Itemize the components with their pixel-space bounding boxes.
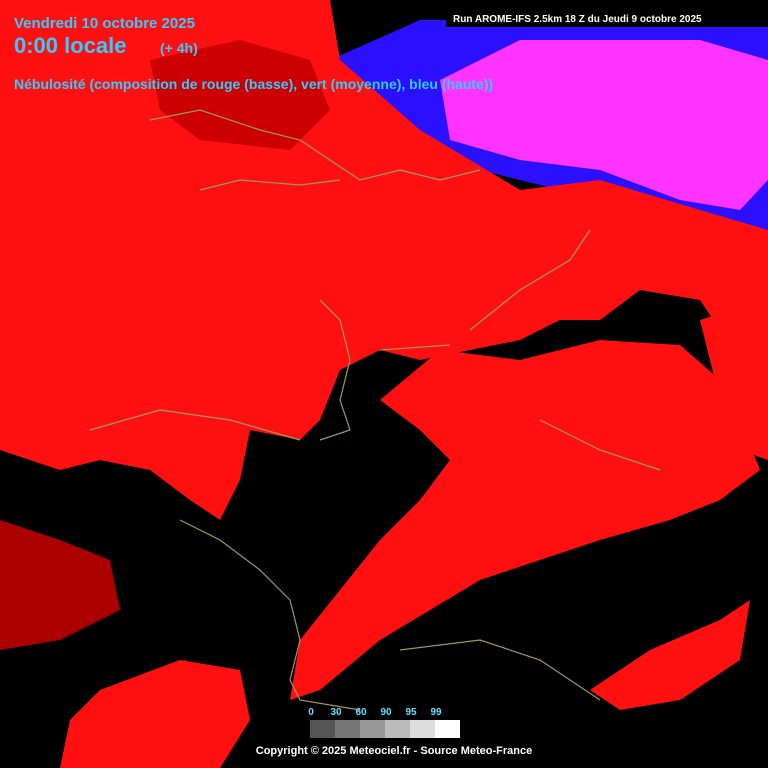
low-cloud	[60, 660, 250, 768]
low-cloud	[290, 340, 760, 700]
subtitle: Nébulosité (composition de rouge (basse)…	[14, 76, 493, 92]
legend-swatch	[435, 720, 460, 738]
legend-swatch	[410, 720, 435, 738]
coastline	[89, 109, 661, 711]
legend-swatch	[335, 720, 360, 738]
low-cloud	[700, 300, 768, 460]
low-cloud-dark	[150, 40, 330, 150]
legend-swatch	[385, 720, 410, 738]
run-info: Run AROME-IFS 2.5km 18 Z du Jeudi 9 octo…	[453, 14, 702, 25]
legend-label: 0	[308, 707, 314, 718]
run-box	[446, 9, 768, 27]
legend-swatch	[310, 720, 335, 738]
offset: (+ 4h)	[160, 40, 198, 56]
time: 0:00 locale	[14, 33, 127, 58]
date: Vendredi 10 octobre 2025	[14, 15, 195, 32]
legend: 0 30 60 90 95 99	[308, 707, 460, 738]
low-cloud-dark	[0, 520, 120, 650]
legend-label: 90	[380, 707, 392, 718]
legend-label: 95	[405, 707, 417, 718]
legend-label: 99	[430, 707, 442, 718]
legend-swatch	[360, 720, 385, 738]
legend-label: 30	[330, 707, 342, 718]
legend-label: 60	[355, 707, 367, 718]
copyright: Copyright © 2025 Meteociel.fr - Source M…	[256, 745, 532, 757]
low-cloud	[590, 600, 750, 710]
high-low-cloud	[440, 40, 768, 210]
